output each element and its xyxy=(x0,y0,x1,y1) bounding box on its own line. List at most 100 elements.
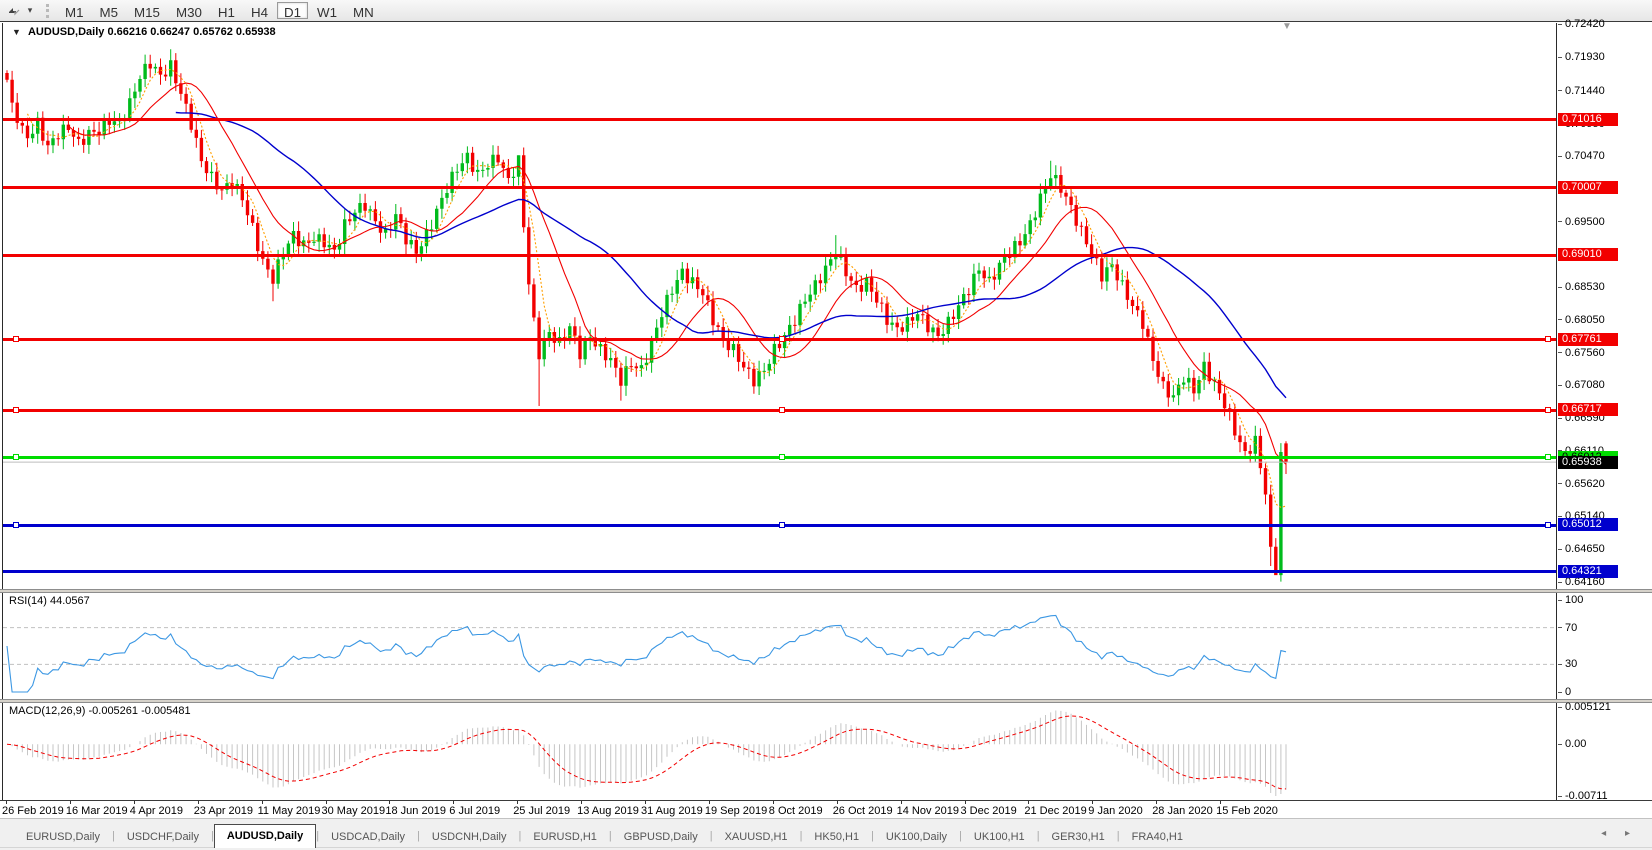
chart-tab-eurusd-daily[interactable]: EURUSD,Daily xyxy=(26,831,100,843)
date-tick-mark xyxy=(1220,801,1222,804)
chart-shift-marker-icon[interactable]: ▼ xyxy=(1282,21,1292,32)
hline-handle-0.66717-0[interactable] xyxy=(13,407,19,413)
date-label-14: 26 Oct 2019 xyxy=(832,805,893,817)
tab-scroll-left-icon[interactable]: ◂ xyxy=(1601,828,1615,839)
rsi-name: RSI(14) xyxy=(9,595,47,607)
chart-tab-uk100-daily[interactable]: UK100,Daily xyxy=(885,831,948,843)
hline-handle-0.65012-2[interactable] xyxy=(1545,522,1551,528)
chart-tab-fra40-h1[interactable]: FRA40,H1 xyxy=(1131,831,1183,843)
chart-tab-hk50-h1[interactable]: HK50,H1 xyxy=(814,831,860,843)
hline-handle-0.65012-1[interactable] xyxy=(779,522,785,528)
date-tick-mark xyxy=(645,801,646,804)
price-tick-dash xyxy=(1558,450,1562,452)
timeframe-button-m5[interactable]: M5 xyxy=(93,2,126,20)
date-axis[interactable]: 26 Feb 2019 16 Mar 2019 4 Apr 2019 23 Apr 2… xyxy=(0,800,1652,818)
chart-collapse-icon[interactable]: ▼ xyxy=(12,27,21,37)
price-axis[interactable]: 0.724200.719300.714400.709500.704700.699… xyxy=(1558,18,1652,589)
panel-divider[interactable] xyxy=(0,699,1652,703)
date-label-4: 23 Apr 2019 xyxy=(193,805,254,817)
hline-handle-0.67761-2[interactable] xyxy=(1545,336,1551,342)
hline-handle-0.65012-0[interactable] xyxy=(13,522,19,528)
price-tick-dash xyxy=(1558,417,1562,419)
tab-separator: | xyxy=(417,829,420,842)
tab-separator: | xyxy=(1116,829,1120,842)
panel-divider[interactable] xyxy=(0,589,1652,593)
timeframe-button-w1[interactable]: W1 xyxy=(310,2,344,20)
hline-handle-0.66012-0[interactable] xyxy=(13,454,19,460)
date-label-9: 25 Jul 2019 xyxy=(513,805,571,817)
chart-tab-xauusd-h1[interactable]: XAUUSD,H1 xyxy=(724,831,788,843)
date-tick-mark xyxy=(517,801,519,804)
price-tick-label: 0.72420 xyxy=(1565,18,1605,31)
timeframe-button-m15[interactable]: M15 xyxy=(127,2,167,20)
toolbar-drag-grip[interactable] xyxy=(46,3,49,18)
hline-0.69010[interactable] xyxy=(3,254,1556,257)
price-tick-dash xyxy=(1558,155,1562,157)
chart-tab-usdcad-daily[interactable]: USDCAD,Daily xyxy=(331,831,406,843)
chart-window: ▼ AUDUSD,Daily 0.66216 0.66247 0.65762 0… xyxy=(0,18,1652,850)
hline-0.70007[interactable] xyxy=(3,186,1556,189)
price-tick-label: 0.69500 xyxy=(1565,215,1605,228)
macd-tick-dash xyxy=(1558,743,1562,745)
date-tick-mark xyxy=(708,801,710,804)
hline-handle-0.67761-0[interactable] xyxy=(13,336,19,342)
price-tick-0.67080: 0.67080 xyxy=(1558,379,1605,391)
hline-0.64321[interactable] xyxy=(3,570,1556,573)
date-label-20: 15 Feb 2020 xyxy=(1216,805,1278,817)
price-tick-label: 0.64650 xyxy=(1565,543,1605,556)
macd-tick-dash xyxy=(1558,706,1562,708)
timeframe-button-h4[interactable]: H4 xyxy=(244,2,275,20)
macd-panel[interactable]: MACD(12,26,9) -0.005261 -0.005481 xyxy=(2,703,1557,800)
chart-tab-usdcnh-daily[interactable]: USDCNH,Daily xyxy=(431,831,507,843)
date-label-18: 9 Jan 2020 xyxy=(1088,805,1143,817)
price-chart-panel[interactable]: ▼ AUDUSD,Daily 0.66216 0.66247 0.65762 0… xyxy=(2,21,1557,589)
timeframe-button-d1[interactable]: D1 xyxy=(277,2,309,20)
rsi-tick-dash xyxy=(1558,663,1562,665)
price-tick-dash xyxy=(1558,384,1562,386)
tab-separator: | xyxy=(799,829,803,842)
rsi-tick-100: 100 xyxy=(1558,594,1583,606)
date-label-19: 28 Jan 2020 xyxy=(1152,805,1213,817)
price-tick-0.67560: 0.67560 xyxy=(1558,347,1605,359)
rsi-tick-label: 100 xyxy=(1565,594,1584,606)
timeframe-button-m30[interactable]: M30 xyxy=(169,2,209,20)
hline-handle-0.66012-2[interactable] xyxy=(1545,454,1551,460)
hline-0.71016[interactable] xyxy=(3,118,1556,121)
timeframe-button-mn[interactable]: MN xyxy=(346,2,381,20)
hline-handle-0.67761-1[interactable] xyxy=(779,336,785,342)
price-tick-label: 0.71930 xyxy=(1565,51,1605,64)
rsi-panel[interactable]: RSI(14) 44.0567 xyxy=(2,593,1557,699)
chart-tab-audusd-daily[interactable]: AUDUSD,Daily xyxy=(213,824,317,848)
date-label-8: 6 Jul 2019 xyxy=(449,805,501,817)
toolbar-dropdown-caret-icon[interactable]: ▾ xyxy=(27,5,33,15)
hline-handle-0.66717-2[interactable] xyxy=(1545,407,1551,413)
date-label-5: 11 May 2019 xyxy=(257,805,321,817)
price-tick-0.64650: 0.64650 xyxy=(1558,543,1605,555)
chart-tab-usdchf-daily[interactable]: USDCHF,Daily xyxy=(126,831,199,843)
price-tick-dash xyxy=(1558,90,1562,92)
macd-tick-dash xyxy=(1558,795,1562,797)
timeframe-button-m1[interactable]: M1 xyxy=(58,2,91,20)
price-label-0.69010: 0.69010 xyxy=(1558,248,1618,262)
timeframe-button-h1[interactable]: H1 xyxy=(211,2,242,20)
hline-handle-0.66012-1[interactable] xyxy=(779,454,785,460)
price-tick-dash xyxy=(1558,548,1562,550)
date-tick-mark xyxy=(964,801,966,804)
candlestick-chart xyxy=(3,49,1556,582)
macd-tick--0.00711: -0.00711 xyxy=(1558,790,1608,802)
chart-arrows-icon[interactable] xyxy=(4,2,24,19)
date-label-17: 21 Dec 2019 xyxy=(1024,805,1087,817)
chart-tab-uk100-h1[interactable]: UK100,H1 xyxy=(973,831,1025,843)
rsi-tick-dash xyxy=(1558,691,1562,693)
chart-tab-ger30-h1[interactable]: GER30,H1 xyxy=(1051,831,1105,843)
date-label-3: 4 Apr 2019 xyxy=(129,805,184,817)
chart-tab-gbpusd-daily[interactable]: GBPUSD,Daily xyxy=(623,831,698,843)
tab-scroll-right-icon[interactable]: ▸ xyxy=(1624,828,1638,839)
chart-tab-eurusd-h1[interactable]: EURUSD,H1 xyxy=(533,831,597,843)
date-label-16: 3 Dec 2019 xyxy=(960,805,1017,817)
hline-handle-0.66717-1[interactable] xyxy=(779,407,785,413)
rsi-tick-label: 0 xyxy=(1565,686,1572,698)
macd-name: MACD(12,26,9) xyxy=(9,705,86,717)
price-tick-label: 0.64160 xyxy=(1565,576,1605,589)
